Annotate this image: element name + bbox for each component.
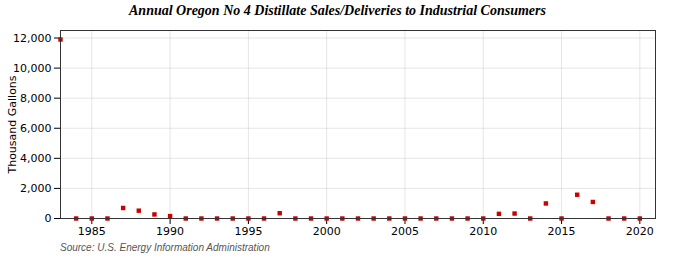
- svg-text:1985: 1985: [78, 225, 106, 238]
- svg-text:2015: 2015: [548, 225, 576, 238]
- svg-text:1990: 1990: [156, 225, 184, 238]
- svg-text:0: 0: [45, 212, 52, 225]
- svg-text:1995: 1995: [234, 225, 262, 238]
- svg-text:4,000: 4,000: [20, 152, 52, 165]
- svg-text:2005: 2005: [391, 225, 419, 238]
- svg-text:2010: 2010: [469, 225, 497, 238]
- svg-text:6,000: 6,000: [20, 122, 52, 135]
- svg-text:2000: 2000: [313, 225, 341, 238]
- svg-text:12,000: 12,000: [13, 32, 52, 45]
- svg-text:8,000: 8,000: [20, 92, 52, 105]
- svg-text:2,000: 2,000: [20, 182, 52, 195]
- svg-text:Thousand Gallons: Thousand Gallons: [6, 75, 19, 174]
- html-text:Source: U.S. Energy Informatio: Source: U.S. Energy Information Administ…: [60, 242, 270, 253]
- svg-text:2020: 2020: [626, 225, 654, 238]
- html-text:Annual Oregon No 4 Distillate: Annual Oregon No 4 Distillate Sales/Deli…: [129, 3, 546, 18]
- svg-text:10,000: 10,000: [13, 62, 52, 75]
